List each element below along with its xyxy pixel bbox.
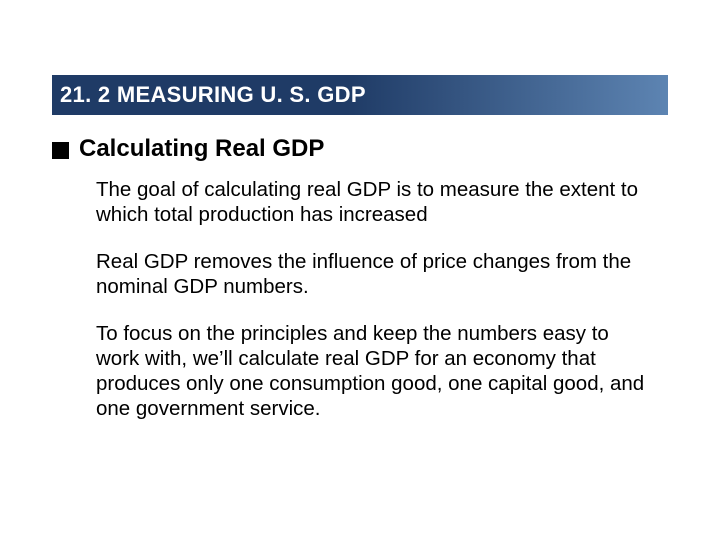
slide: 21. 2 MEASURING U. S. GDP Calculating Re… [0,0,720,540]
heading-row: Calculating Real GDP [52,135,668,163]
title-bar: 21. 2 MEASURING U. S. GDP [52,75,668,115]
body-text-block: The goal of calculating real GDP is to m… [96,177,651,421]
section-title: 21. 2 MEASURING U. S. GDP [60,82,366,108]
paragraph: To focus on the principles and keep the … [96,321,651,421]
paragraph: Real GDP removes the influence of price … [96,249,651,299]
paragraph: The goal of calculating real GDP is to m… [96,177,651,227]
slide-heading: Calculating Real GDP [79,135,324,163]
square-bullet-icon [52,142,69,159]
